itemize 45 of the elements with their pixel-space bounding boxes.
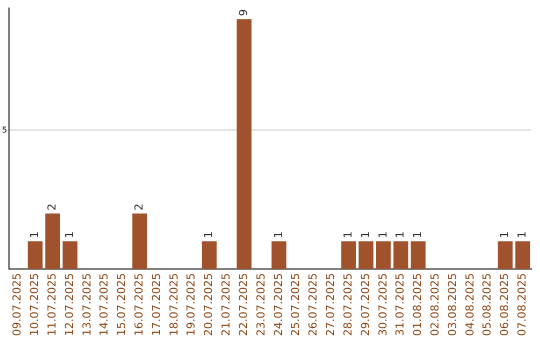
x-tick-label: 15.07.2025: [115, 273, 128, 336]
x-tick-label: 01.08.2025: [411, 273, 424, 336]
data-label: 9: [236, 9, 250, 16]
x-tick-label: 03.08.2025: [446, 273, 459, 336]
data-label: 1: [341, 231, 354, 238]
x-tick-label: 31.07.2025: [394, 273, 407, 336]
x-tick-label: 20.07.2025: [202, 273, 216, 336]
x-tick-label: 18.07.2025: [167, 273, 180, 336]
data-label: 1: [411, 231, 424, 238]
data-label: 1: [516, 231, 529, 238]
data-label: 1: [376, 231, 390, 238]
x-tick-label: 22.07.2025: [236, 273, 250, 336]
data-label: 1: [62, 231, 76, 238]
x-tick-label: 14.07.2025: [98, 273, 111, 336]
data-label: 1: [498, 231, 512, 238]
x-tick-label: 29.07.2025: [358, 273, 372, 336]
x-tick-label: 05.08.2025: [480, 273, 494, 336]
x-tick-label: 21.07.2025: [220, 273, 233, 336]
x-tick-label: 16.07.2025: [132, 273, 146, 336]
data-label: 1: [202, 231, 216, 238]
data-label: 1: [272, 231, 285, 238]
y-tick-label: 5: [2, 125, 8, 134]
data-label: 2: [45, 203, 58, 210]
x-tick-label: 17.07.2025: [150, 273, 163, 336]
x-tick-label: 30.07.2025: [376, 273, 390, 336]
x-tick-label: 25.07.2025: [289, 273, 302, 336]
x-tick-label: 09.07.2025: [10, 273, 24, 336]
x-tick-label: 06.08.2025: [498, 273, 512, 336]
x-tick-label: 13.07.2025: [80, 273, 94, 336]
x-tick-label: 10.07.2025: [28, 273, 42, 336]
x-tick-label: 27.07.2025: [324, 273, 338, 336]
x-tick-label: 12.07.2025: [62, 273, 76, 336]
x-tick-label: 28.07.2025: [341, 273, 354, 336]
x-tick-label: 26.07.2025: [306, 273, 320, 336]
x-tick-label: 04.08.2025: [463, 273, 476, 336]
x-tick-label: 19.07.2025: [184, 273, 198, 336]
x-tick-label: 02.08.2025: [428, 273, 442, 336]
data-label: 1: [358, 231, 372, 238]
x-tick-label: 11.07.2025: [45, 273, 58, 336]
data-label: 2: [132, 203, 146, 210]
data-label: 1: [28, 231, 42, 238]
data-label: 1: [394, 231, 407, 238]
x-tick-label: 24.07.2025: [272, 273, 285, 336]
x-tick-label: 23.07.2025: [254, 273, 268, 336]
x-tick-label: 07.08.2025: [516, 273, 529, 336]
